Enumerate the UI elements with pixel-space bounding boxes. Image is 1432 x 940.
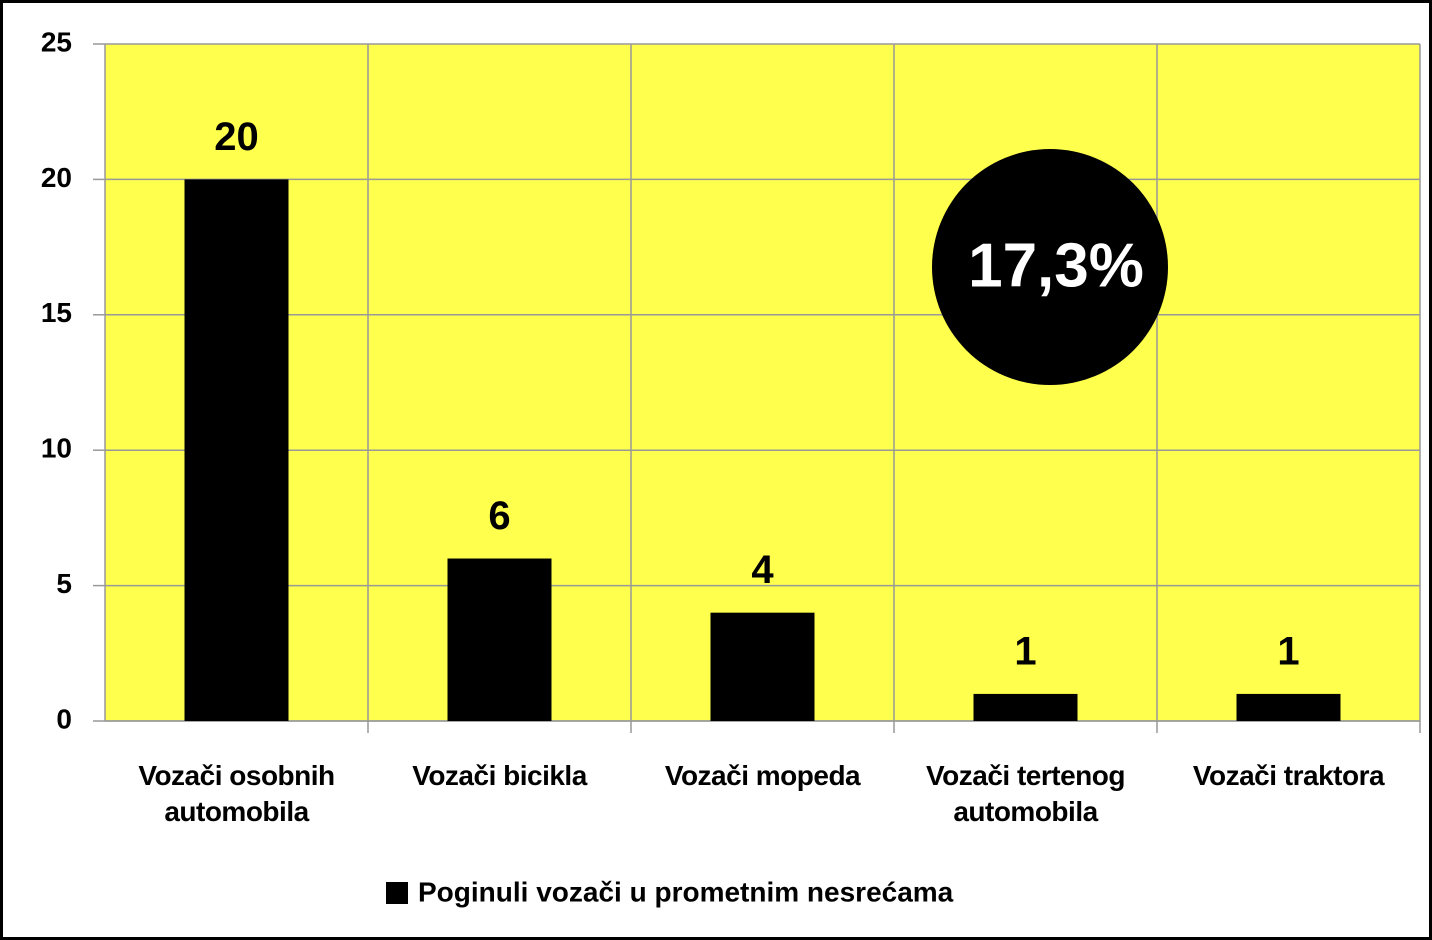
y-tick-label: 15: [41, 297, 72, 328]
annotation-circle: [932, 149, 1168, 385]
y-tick-label: 25: [41, 26, 72, 57]
bar: [973, 693, 1078, 721]
y-tick-label: 5: [56, 568, 72, 599]
legend-swatch: [386, 882, 408, 904]
y-tick-label: 20: [41, 162, 72, 193]
x-tick-label: Vozači bicikla: [412, 760, 587, 791]
legend-label: Poginuli vozači u prometnim nesrećama: [418, 876, 954, 907]
x-tick-label: Vozači traktora: [1192, 760, 1385, 791]
data-label: 1: [1014, 629, 1036, 673]
x-tick-label: Vozači mopeda: [664, 760, 861, 791]
bar: [447, 558, 552, 721]
bar: [184, 179, 289, 721]
x-tick-label: Vozači osobnih automobila: [138, 760, 335, 827]
y-tick-label: 10: [41, 433, 72, 464]
x-tick-label: Vozači tertenog automobila: [926, 760, 1125, 827]
data-label: 20: [214, 115, 259, 159]
data-label: 4: [751, 548, 774, 592]
y-tick-label: 0: [56, 703, 72, 734]
bar: [710, 612, 815, 721]
bar: [1236, 693, 1341, 721]
annotation: 17,3%: [968, 231, 1144, 300]
plot-area: [105, 44, 1420, 721]
data-label: 6: [488, 494, 510, 538]
data-label: 1: [1277, 629, 1299, 673]
